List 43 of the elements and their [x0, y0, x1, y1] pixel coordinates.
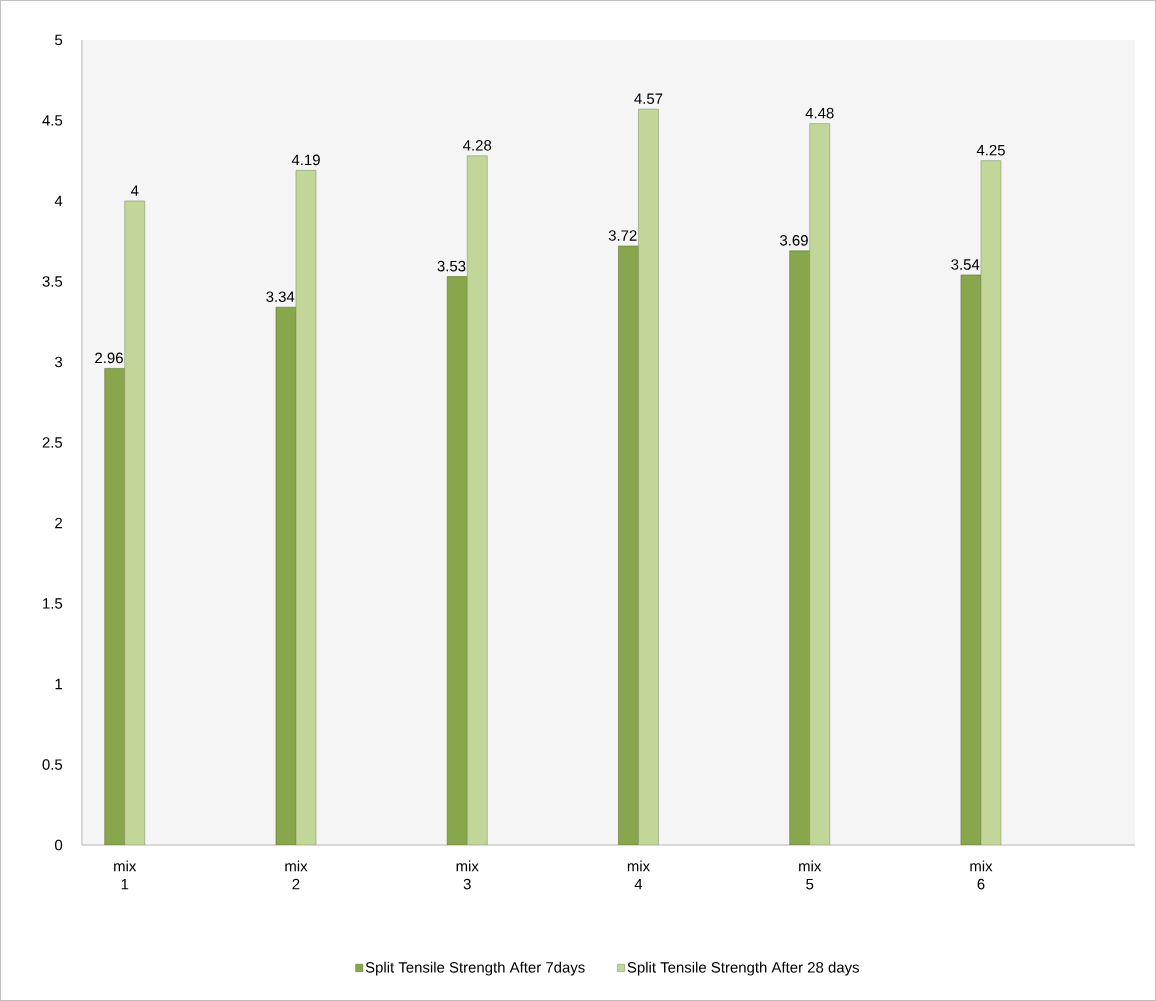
data-label: 4.28 [463, 140, 492, 151]
data-label: 3.54 [951, 259, 980, 270]
bar [104, 368, 126, 846]
y-tick-label: 1 [55, 678, 62, 690]
bar [980, 160, 1002, 846]
legend-label: Split Tensile Strength After 7days [365, 961, 585, 976]
data-label: 4.19 [291, 154, 320, 166]
y-tick-label: 2 [55, 517, 62, 529]
x-tick-label: mix 6 [970, 860, 993, 890]
data-label: 4.48 [805, 107, 834, 119]
y-tick-label: 3 [54, 356, 63, 368]
data-label: 4 [130, 185, 139, 196]
y-tick-label: 0 [55, 839, 63, 851]
legend-label: Split Tensile Strength After 28 days [627, 961, 859, 976]
y-tick-label: 0.5 [42, 759, 63, 770]
y-tick-label: 3.5 [42, 276, 63, 287]
bar [466, 155, 488, 846]
bar [124, 200, 146, 846]
y-tick-label: 4 [54, 195, 63, 207]
x-tick-label: mix 1 [114, 860, 137, 890]
bar [618, 245, 639, 846]
bar [275, 306, 297, 846]
y-tick-label: 1.5 [43, 598, 63, 609]
data-label: 2.96 [95, 352, 123, 364]
data-label: 3.53 [437, 260, 466, 272]
data-label: 4.25 [976, 144, 1005, 156]
bar [809, 123, 831, 846]
data-label: 4.57 [634, 93, 663, 104]
y-tick-label: 5 [55, 34, 63, 46]
x-tick-label: mix 3 [456, 860, 479, 890]
y-tick-label: 4.5 [42, 115, 63, 126]
y-tick-label: 2.5 [42, 437, 63, 448]
bar [295, 170, 317, 846]
bar [960, 274, 982, 846]
data-label: 3.72 [608, 230, 637, 241]
x-tick-label: mix 4 [627, 860, 650, 890]
data-label: 3.69 [780, 235, 808, 246]
x-tick-label: mix 5 [799, 860, 822, 890]
bar [446, 276, 468, 846]
x-tick-label: mix 2 [285, 860, 308, 890]
data-label: 3.34 [266, 291, 295, 303]
bar [789, 250, 811, 846]
bar [638, 108, 659, 846]
